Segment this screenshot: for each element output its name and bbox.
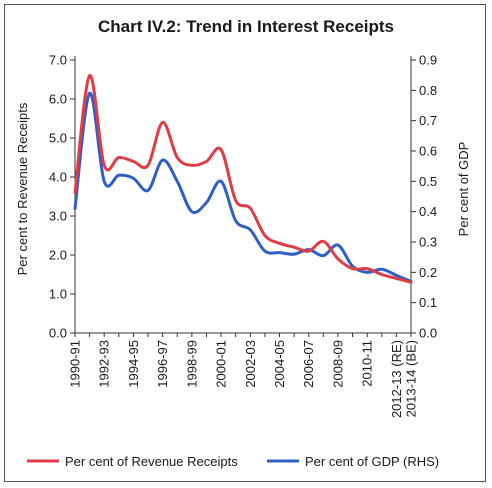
left-tick-label: 2.0	[49, 248, 67, 263]
legend: Per cent of Revenue Receipts Per cent of …	[27, 454, 439, 469]
chart-frame: Chart IV.2: Trend in Interest Receipts 0…	[4, 4, 486, 482]
x-tick-label: 1992-93	[97, 340, 112, 388]
right-tick-label: 0.7	[419, 113, 437, 128]
x-tick-label: 2000-01	[214, 340, 229, 388]
right-axis-label: Per cent of GDP	[456, 142, 471, 237]
left-tick-label: 5.0	[49, 131, 67, 146]
right-tick-label: 0.8	[419, 83, 437, 98]
series-line-gdp	[73, 91, 413, 283]
x-tick-label: 2012-13 (RE)	[389, 340, 404, 418]
x-tick-label: 1998-99	[184, 340, 199, 388]
x-tick-label: 2004-05	[272, 340, 287, 388]
right-tick-label: 0.4	[419, 204, 437, 219]
x-tick-label: 1990-91	[68, 340, 83, 388]
left-tick-label: 6.0	[49, 92, 67, 107]
left-axis-label: Per cent to Revenue Receipts	[15, 102, 30, 275]
right-tick-label: 0.6	[419, 144, 437, 159]
right-tick-label: 0.9	[419, 53, 437, 68]
right-tick-label: 0.3	[419, 235, 437, 250]
interest-receipts-chart: Chart IV.2: Trend in Interest Receipts 0…	[15, 17, 471, 469]
right-tick-label: 0.0	[419, 326, 437, 341]
left-tick-label: 4.0	[49, 170, 67, 185]
right-tick-label: 0.5	[419, 174, 437, 189]
x-tick-label: 1994-95	[126, 340, 141, 388]
legend-label: Per cent of GDP (RHS)	[305, 454, 439, 469]
left-tick-label: 0.0	[49, 326, 67, 341]
legend-item-revenue-receipts: Per cent of Revenue Receipts	[27, 454, 238, 469]
x-tick-label: 2002-03	[243, 340, 258, 388]
legend-item-gdp: Per cent of GDP (RHS)	[267, 454, 439, 469]
left-tick-label: 3.0	[49, 209, 67, 224]
right-tick-label: 0.1	[419, 295, 437, 310]
x-tick-label: 2013-14 (BE)	[404, 340, 419, 417]
chart-title: Chart IV.2: Trend in Interest Receipts	[98, 17, 394, 36]
x-tick-label: 2008-09	[330, 340, 345, 388]
legend-label: Per cent of Revenue Receipts	[65, 454, 238, 469]
series-line-revenue-receipts	[73, 74, 413, 284]
left-tick-label: 7.0	[49, 53, 67, 68]
x-tick-label: 1996-97	[155, 340, 170, 388]
right-tick-label: 0.2	[419, 265, 437, 280]
left-tick-label: 1.0	[49, 287, 67, 302]
x-tick-label: 2006-07	[301, 340, 316, 388]
x-tick-label: 2010-11	[360, 340, 375, 387]
